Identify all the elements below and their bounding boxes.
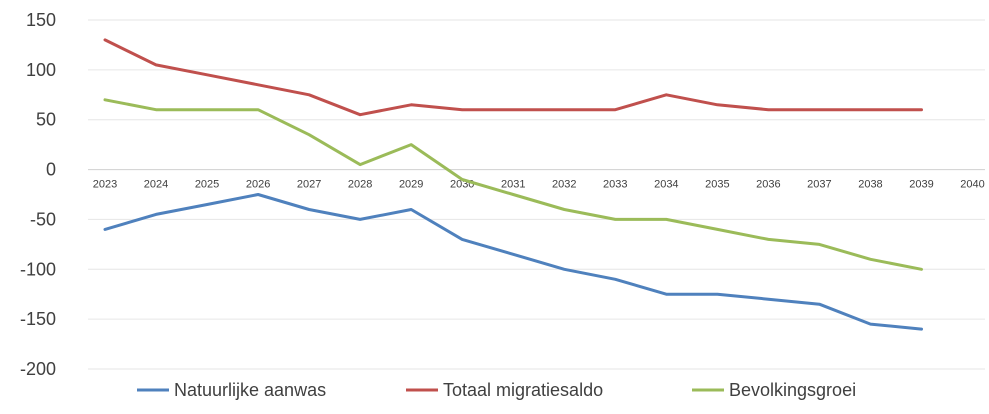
x-tick-label: 2033 [603,179,627,191]
x-tick-label: 2034 [654,179,678,191]
y-tick-label: 100 [26,60,56,80]
x-tick-label: 2026 [246,179,270,191]
x-tick-label: 2039 [909,179,933,191]
x-tick-label: 2037 [807,179,831,191]
x-tick-label: 2024 [144,179,168,191]
legend-item: Bevolkingsgroei [692,380,856,400]
x-tick-label: 2040 [960,179,984,191]
legend-item: Totaal migratiesaldo [406,380,603,400]
y-tick-label: -50 [30,209,56,229]
x-tick-label: 2028 [348,179,372,191]
x-tick-label: 2023 [93,179,117,191]
y-axis-tick-labels: 150 100 50 0 -50 -100 -150 -200 [20,10,56,379]
x-tick-label: 2025 [195,179,219,191]
legend-label: Natuurlijke aanwas [174,380,326,400]
series-line-2 [105,40,922,115]
x-tick-label: 2029 [399,179,423,191]
legend-label: Totaal migratiesaldo [443,380,603,400]
y-tick-label: -150 [20,309,56,329]
y-tick-label: -100 [20,259,56,279]
y-tick-label: -200 [20,359,56,379]
x-tick-label: 2031 [501,179,525,191]
x-tick-label: 2038 [858,179,882,191]
legend-label: Bevolkingsgroei [729,380,856,400]
series-line-1 [105,195,922,330]
x-tick-label: 2027 [297,179,321,191]
y-tick-label: 50 [36,110,56,130]
legend-item: Natuurlijke aanwas [137,380,326,400]
x-tick-label: 2036 [756,179,780,191]
x-tick-label: 2032 [552,179,576,191]
x-tick-label: 2035 [705,179,729,191]
y-tick-label: 150 [26,10,56,30]
y-tick-label: 0 [46,160,56,180]
legend: Natuurlijke aanwas Totaal migratiesaldo Be… [137,380,856,400]
